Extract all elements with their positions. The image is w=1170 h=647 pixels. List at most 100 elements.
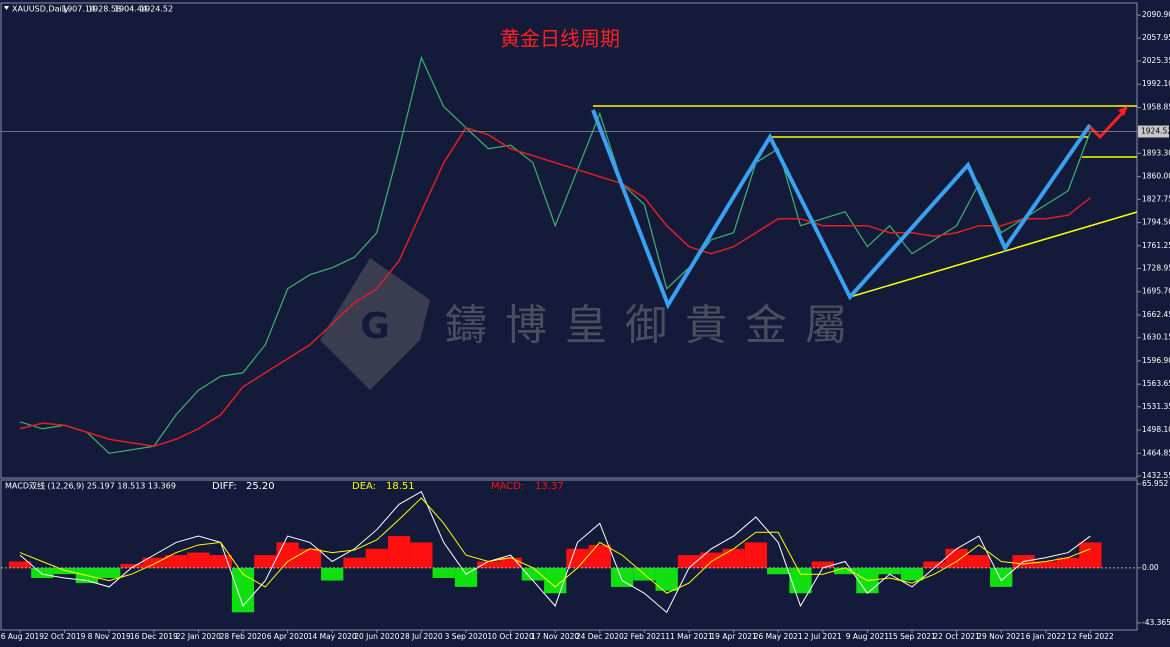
annotations	[591, 105, 1138, 310]
zigzag-arrows	[591, 109, 1092, 310]
x-tick-label: 24 Dec 2020	[576, 632, 624, 641]
macd-subtitle: MACD双线 (12,26,9) 25.197 18.513 13.369	[5, 481, 176, 491]
histogram-bar	[923, 561, 946, 568]
histogram-bar	[321, 567, 344, 581]
y-tick-label: 1432.55	[1142, 471, 1170, 480]
indicator-value: 25.20	[246, 481, 275, 492]
histogram-bar	[945, 548, 968, 568]
histogram-bar	[8, 561, 32, 568]
y-tick-label: 1728.95	[1142, 263, 1170, 272]
histogram-bar	[744, 542, 768, 568]
y-tick-label: 1992.10	[1142, 79, 1170, 88]
histogram-bar	[588, 544, 611, 568]
histogram-bar	[164, 555, 188, 568]
histogram-bar	[499, 557, 522, 568]
chart-title: 黄金日线周期	[500, 27, 620, 51]
histogram-bar	[789, 567, 812, 594]
current-price-label: 1924.52	[1141, 127, 1170, 136]
indicator-name: MACD:	[491, 481, 524, 492]
y-tick-label: 1958.85	[1142, 102, 1170, 111]
macd-line	[19, 490, 1091, 614]
histogram-bar	[432, 567, 455, 579]
y-tick-label: 2057.95	[1142, 33, 1170, 42]
y-tick-label: 1893.30	[1142, 148, 1170, 157]
histogram-bar	[120, 564, 143, 568]
indicator-name: DEA:	[352, 481, 376, 492]
y-tick-label: 2025.35	[1142, 56, 1170, 65]
x-tick-label: 2 Jul 2021	[804, 632, 842, 641]
histogram-bar	[231, 567, 255, 613]
x-tick-label: 29 Nov 2021	[977, 632, 1025, 641]
x-tick-label: 2 Feb 2021	[623, 632, 665, 641]
y-tick-label: 1464.85	[1142, 448, 1170, 457]
y-tick-label: 1563.65	[1142, 379, 1170, 388]
watermark-text: 鑄博皇御貴金屬	[445, 301, 865, 350]
histogram-bar	[410, 542, 433, 568]
histogram-bar	[833, 567, 857, 575]
indicator-value: 18.51	[386, 481, 415, 492]
histogram-bar	[298, 548, 322, 568]
x-tick-label: 10 Oct 2020	[487, 632, 534, 641]
histogram-bar	[990, 567, 1013, 587]
x-tick-label: 14 May 2020	[308, 632, 357, 641]
histogram-bar	[31, 567, 54, 579]
x-tick-label: 28 Feb 2020	[220, 632, 267, 641]
x-tick-label: 17 Nov 2020	[531, 632, 579, 641]
y-tick-label: 1531.35	[1142, 402, 1170, 411]
histogram-bar	[900, 567, 924, 581]
y-tick-label: 1630.15	[1142, 333, 1170, 342]
x-tick-label: 26 Aug 2019	[0, 632, 44, 641]
x-tick-label: 16 Dec 2019	[130, 632, 178, 641]
x-tick-label: 26 May 2021	[754, 632, 803, 641]
y-tick-label: 0.00	[1142, 563, 1159, 572]
y-tick-label: -43.365	[1142, 618, 1170, 627]
x-tick-label: 6 Apr 2020	[267, 632, 309, 641]
watermark: G 鑄博皇御貴金屬	[320, 258, 865, 390]
menu-arrow	[4, 6, 9, 10]
y-tick-label: 1827.75	[1142, 194, 1170, 203]
symbol: XAUUSD,Daily	[12, 5, 69, 14]
histogram-bar	[811, 561, 834, 568]
indicator-name: DIFF:	[212, 481, 237, 492]
x-tick-label: 28 Jul 2020	[400, 632, 443, 641]
logo	[320, 258, 430, 390]
histogram-bar	[1034, 561, 1057, 568]
y-tick-label: 1794.50	[1142, 218, 1170, 227]
histogram-bar	[365, 548, 388, 568]
histogram-bar	[1056, 557, 1080, 568]
macd-line	[19, 497, 1091, 594]
histogram-bar	[610, 567, 634, 587]
moving-average	[19, 126, 1091, 448]
main-panel	[0, 2, 1138, 479]
histogram-bar	[454, 567, 478, 587]
forecast-arrow	[1088, 108, 1127, 140]
histogram-bar	[677, 555, 701, 568]
histogram-bar	[700, 552, 723, 568]
histogram-bar	[1079, 542, 1102, 568]
current-price-box	[1138, 125, 1169, 138]
histogram-bar	[544, 567, 567, 594]
arrow-head	[1118, 106, 1128, 116]
histogram-bar	[477, 561, 500, 568]
indicator-value: 13.37	[535, 481, 564, 492]
y-tick-label: 1761.25	[1142, 241, 1170, 250]
histogram-bar	[767, 567, 790, 575]
histogram-bar	[967, 555, 991, 568]
histogram-bar	[387, 536, 411, 568]
y-tick-label: 1596.90	[1142, 356, 1170, 365]
y-tick-label: 1860.00	[1142, 172, 1170, 181]
histogram-bar	[187, 552, 210, 568]
histogram-bar	[566, 548, 589, 568]
y-tick-label: 1695.70	[1142, 287, 1170, 296]
histogram-bar	[142, 557, 165, 568]
ohlc-open: 1907.14	[62, 5, 95, 14]
x-tick-label: 12 Feb 2022	[1067, 632, 1114, 641]
histogram-bar	[343, 557, 366, 568]
x-tick-label: 9 Aug 2021	[846, 632, 889, 641]
y-tick-label: 65.952	[1142, 479, 1168, 488]
histogram-bar	[276, 542, 299, 568]
macd-panel	[0, 479, 1138, 631]
ohlc-low: 1904.44	[114, 5, 147, 14]
x-tick-label: 15 Sep 2021	[888, 632, 936, 641]
